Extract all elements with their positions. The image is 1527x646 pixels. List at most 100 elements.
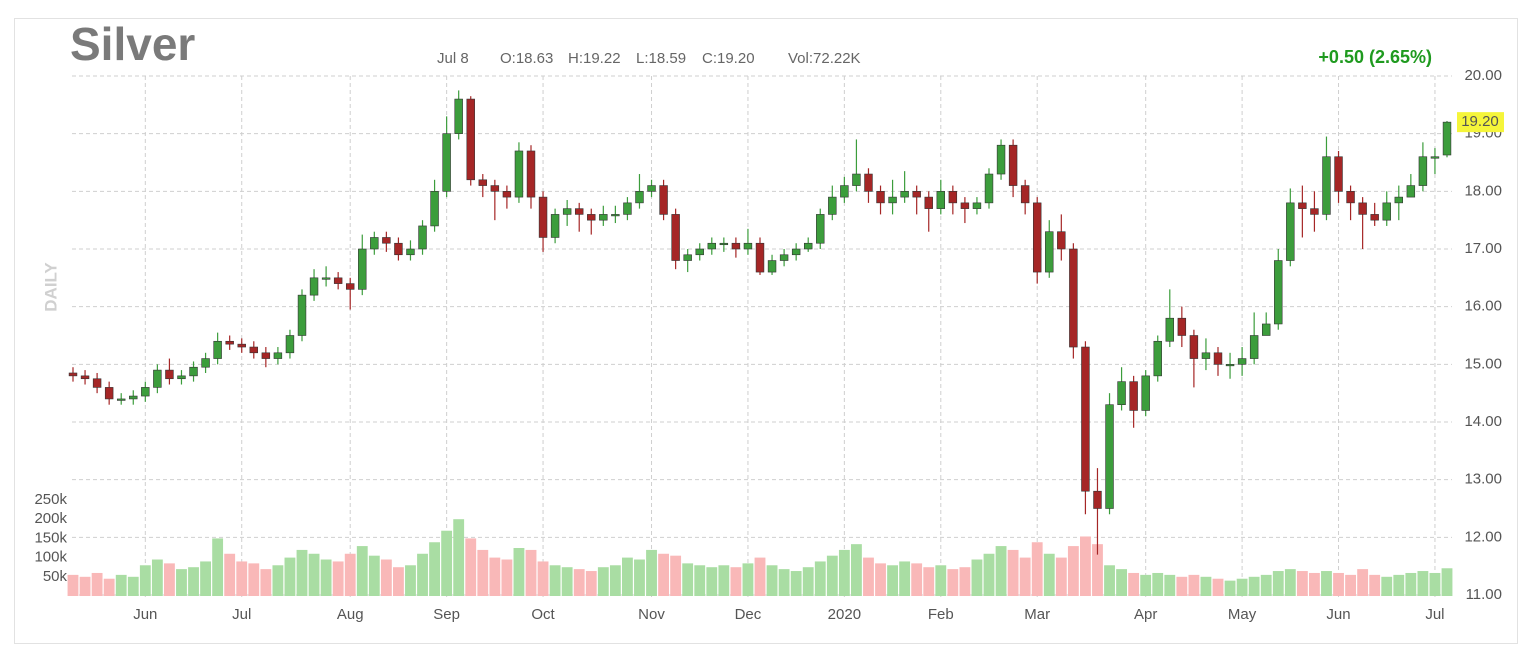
candle-body bbox=[1274, 260, 1283, 325]
info-label: L:18.59 bbox=[636, 50, 686, 67]
volume-bar bbox=[441, 530, 453, 596]
y2-tick-label: 100k bbox=[34, 549, 67, 566]
y-tick-label: 13.00 bbox=[1464, 471, 1502, 488]
y2-tick-label: 150k bbox=[34, 529, 67, 546]
candle-body bbox=[695, 248, 704, 256]
y-tick-label: 16.00 bbox=[1464, 298, 1502, 315]
volume-bar bbox=[1007, 549, 1019, 596]
volume-bar bbox=[1441, 568, 1453, 596]
candle-body bbox=[153, 369, 162, 388]
candle-body bbox=[1358, 202, 1367, 215]
volume-bar bbox=[694, 565, 706, 596]
volume-bar bbox=[1321, 571, 1332, 596]
candle-body bbox=[309, 277, 319, 296]
volume-bar bbox=[1248, 576, 1260, 596]
candle-body bbox=[1237, 358, 1247, 365]
grid bbox=[72, 75, 1452, 597]
candle-body bbox=[840, 185, 849, 198]
volume-bar bbox=[995, 546, 1007, 596]
x-tick-label: 2020 bbox=[828, 606, 861, 623]
volume-bar bbox=[1188, 574, 1200, 596]
candle-body bbox=[189, 366, 198, 377]
volume-bar bbox=[537, 561, 549, 596]
volume-bar bbox=[742, 563, 754, 596]
candle-body bbox=[129, 395, 138, 400]
candle-body bbox=[1442, 121, 1452, 156]
volume-bar bbox=[814, 561, 826, 596]
candle-body bbox=[936, 191, 946, 209]
volume-bar bbox=[296, 549, 308, 596]
candle-body bbox=[900, 191, 909, 198]
candle-body bbox=[1322, 156, 1331, 215]
y-tick-label: 11.00 bbox=[1466, 586, 1502, 603]
candle-body bbox=[948, 191, 958, 204]
candle-body bbox=[816, 214, 825, 244]
candle-body bbox=[912, 191, 921, 198]
candle-body bbox=[803, 242, 813, 250]
candle-body bbox=[68, 372, 78, 377]
candle-body bbox=[454, 98, 463, 134]
candle-body bbox=[358, 248, 367, 290]
candle-body bbox=[92, 378, 102, 388]
candle-body bbox=[1008, 144, 1018, 186]
volume-bar bbox=[634, 559, 645, 596]
volume-bar bbox=[730, 567, 742, 596]
chart-title: Silver bbox=[70, 18, 195, 70]
candle-body bbox=[731, 242, 741, 250]
volume-bar bbox=[549, 565, 561, 596]
candle-body bbox=[141, 387, 150, 397]
volume-bar bbox=[200, 561, 212, 596]
volume-bar bbox=[1272, 571, 1284, 596]
volume-bar bbox=[863, 557, 874, 596]
y2-tick-label: 250k bbox=[34, 491, 67, 508]
candle-body bbox=[996, 144, 1006, 175]
volume-bar bbox=[718, 565, 730, 596]
volume-bar bbox=[1417, 571, 1429, 596]
volume-bar bbox=[127, 576, 139, 596]
volume-bar bbox=[1224, 580, 1236, 596]
y-tick-label: 12.00 bbox=[1464, 528, 1502, 545]
volume-bar bbox=[163, 563, 175, 596]
volume-bar bbox=[682, 563, 694, 596]
x-tick-label: May bbox=[1228, 606, 1257, 623]
candle-body bbox=[1249, 335, 1259, 359]
candle-body bbox=[1418, 156, 1428, 186]
candle-body bbox=[1430, 156, 1440, 159]
candle-body bbox=[1177, 317, 1187, 336]
x-tick-label: Jul bbox=[1425, 606, 1444, 623]
candle-body bbox=[116, 398, 126, 401]
candle-body bbox=[1081, 346, 1090, 492]
candle-body bbox=[1141, 375, 1150, 411]
candle-body bbox=[382, 237, 391, 244]
x-tick-label: Dec bbox=[735, 606, 762, 623]
candle-body bbox=[526, 150, 536, 198]
candle-body bbox=[1382, 202, 1391, 221]
volume-bar bbox=[1236, 578, 1248, 596]
candle-body bbox=[1346, 191, 1355, 204]
candle-body bbox=[1117, 381, 1126, 405]
x-tick-label: Aug bbox=[337, 606, 364, 623]
chart-frame bbox=[14, 18, 1518, 644]
volume-bar bbox=[465, 538, 477, 596]
volume-bar bbox=[1031, 542, 1043, 596]
volume-bar bbox=[706, 567, 718, 596]
volume-bar bbox=[1176, 576, 1188, 596]
candle-body bbox=[791, 248, 801, 256]
x-tick-label: Oct bbox=[531, 606, 555, 623]
volume-bar bbox=[923, 567, 935, 596]
volume-bar bbox=[670, 555, 682, 596]
candle-body bbox=[285, 335, 295, 354]
candle-body bbox=[442, 133, 451, 192]
volume-bar bbox=[284, 557, 296, 596]
candle-body bbox=[1032, 202, 1042, 273]
volume-bar bbox=[151, 559, 163, 596]
y-tick-label: 18.00 bbox=[1464, 182, 1502, 199]
y2-tick-label: 200k bbox=[34, 510, 67, 527]
candle-body bbox=[876, 191, 885, 204]
volume-bar bbox=[1296, 571, 1308, 596]
volume-bar bbox=[1140, 574, 1152, 596]
volume-bar bbox=[959, 567, 971, 596]
change-label: +0.50 (2.65%) bbox=[1318, 47, 1432, 67]
volume-bar bbox=[67, 574, 79, 596]
